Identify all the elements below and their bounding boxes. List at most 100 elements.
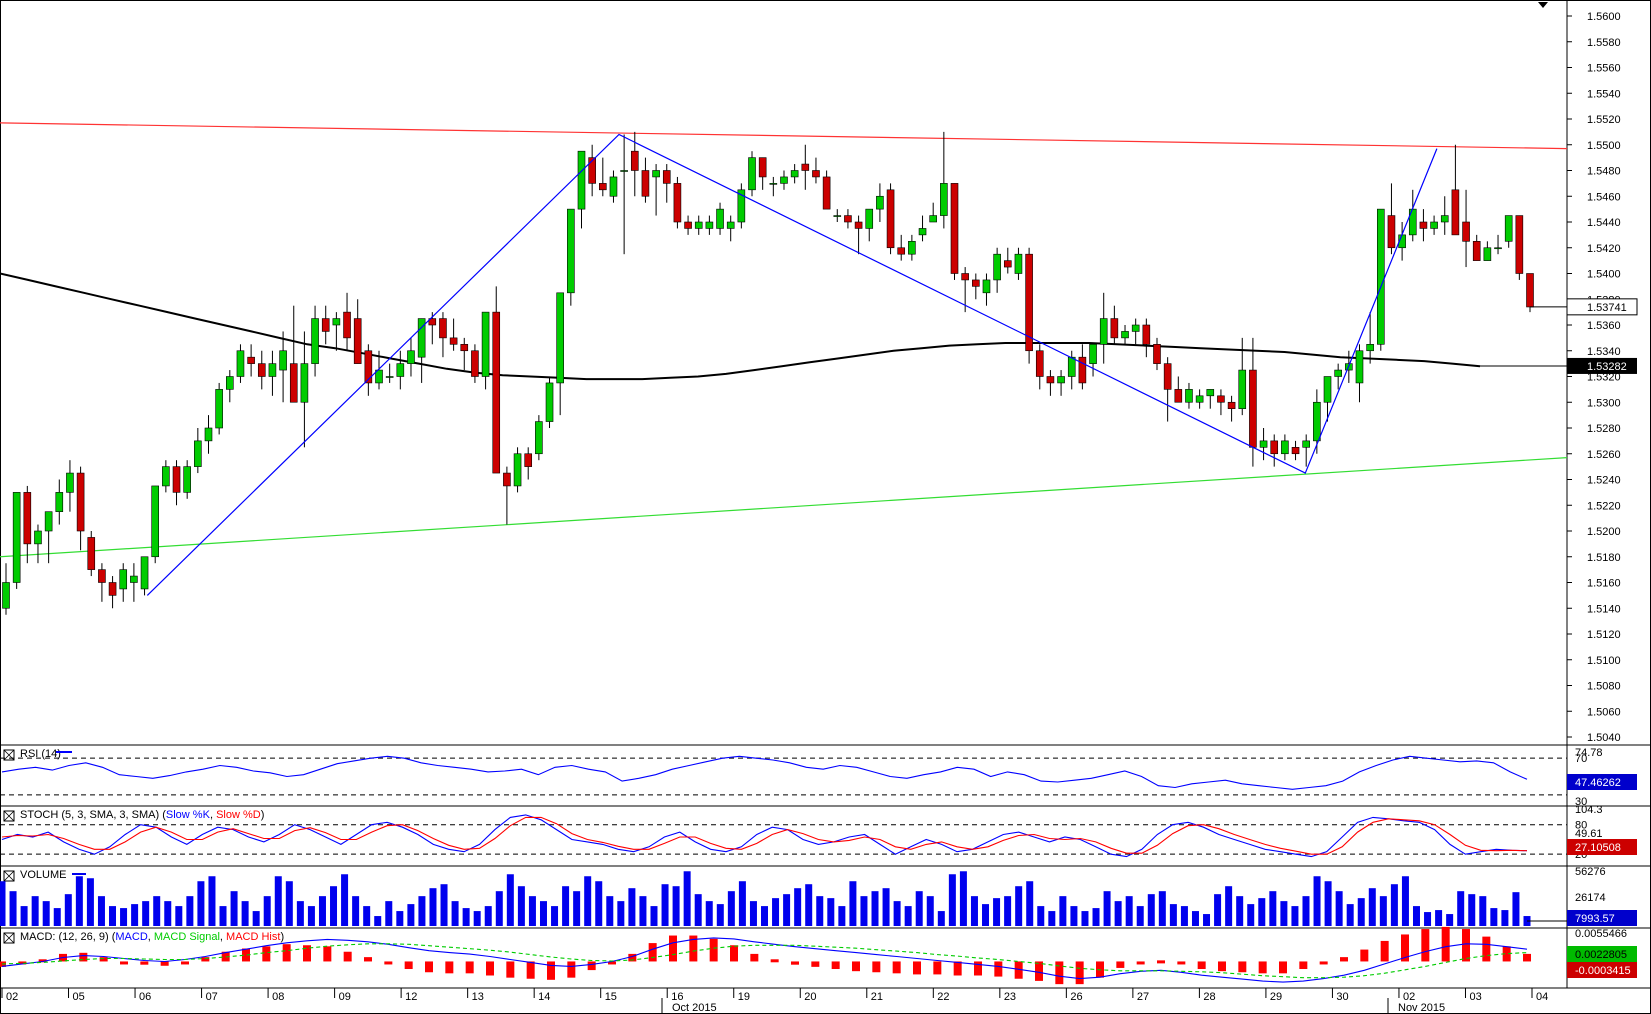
volume-bar (64, 894, 72, 926)
candle (1078, 344, 1087, 390)
volume-bar (1081, 911, 1089, 926)
candle (705, 215, 714, 235)
candle (407, 337, 415, 377)
candle (34, 524, 42, 564)
volume-bar (1457, 891, 1465, 926)
last-price-label: 1.53741 (1587, 302, 1627, 314)
candle (599, 157, 607, 197)
bear-candle (1419, 221, 1428, 229)
macd-hist-bar (974, 961, 982, 976)
candle (1035, 344, 1044, 390)
volume-bar (230, 891, 238, 926)
macd-hist-bar (120, 961, 128, 965)
bull-candle (162, 466, 170, 487)
bull-candle (908, 241, 916, 255)
day-label: 26 (1070, 991, 1082, 1003)
bull-candle (385, 376, 394, 378)
candle (1163, 357, 1172, 422)
volume-bar (783, 894, 791, 926)
bull-candle (332, 318, 341, 326)
bull-candle (609, 176, 618, 197)
candle (524, 447, 533, 480)
bull-candle (929, 215, 937, 223)
volume-bar (959, 871, 967, 926)
candle (503, 466, 511, 525)
volume-bar (1401, 876, 1409, 926)
stoch-current-label: 27.10508 (1575, 842, 1621, 854)
day-label: 06 (139, 991, 151, 1003)
bear-candle (1227, 401, 1236, 409)
volume-bar (86, 878, 94, 926)
candle (460, 337, 469, 371)
bull-candle (748, 157, 756, 191)
candle (1217, 389, 1225, 416)
macd-hist-bar (1157, 960, 1165, 964)
bull-candle (34, 530, 42, 545)
bear-candle (1163, 363, 1172, 390)
volume-bar (109, 906, 117, 926)
bear-candle (439, 318, 447, 339)
volume-bar (363, 906, 371, 926)
candle (1440, 196, 1449, 235)
volume-bar (75, 876, 83, 926)
candle (748, 151, 756, 197)
bull-candle (620, 170, 628, 172)
zigzag-pattern (146, 133, 1438, 596)
candle (1142, 318, 1151, 358)
macd-hist-bar (1075, 961, 1084, 985)
volume-bar (1004, 896, 1012, 926)
volume-bar (1468, 894, 1476, 926)
volume-bar (1169, 904, 1177, 926)
volume-bar (562, 886, 570, 926)
month-label: Oct 2015 (672, 1002, 717, 1014)
volume-bar (97, 896, 105, 926)
bull-candle (982, 279, 991, 294)
volume-bar (1247, 904, 1255, 926)
price-tick-label: 1.5560 (1587, 63, 1621, 75)
bull-candle (545, 382, 554, 422)
bull-candle (279, 350, 287, 371)
day-label: 07 (206, 991, 218, 1003)
candle (1046, 370, 1055, 396)
macd-hist-bar (1441, 926, 1450, 962)
bear-candle (492, 311, 501, 474)
volume-bar (120, 908, 128, 926)
bear-candle (289, 363, 298, 403)
rsi-top-label: 74.78 (1575, 747, 1603, 759)
bull-candle (1440, 215, 1449, 223)
candle (822, 170, 831, 210)
candle (1099, 292, 1108, 364)
candle (449, 318, 458, 351)
bear-candle (172, 466, 181, 493)
volume-bar (1258, 898, 1266, 926)
candle (854, 215, 863, 255)
bull-candle (268, 363, 277, 377)
bull-candle (44, 511, 53, 532)
volume-bar (318, 896, 326, 926)
candle (343, 292, 351, 351)
bear-candle (428, 318, 437, 326)
day-label: 12 (405, 991, 417, 1003)
volume-bar (1280, 901, 1288, 926)
volume-bar (341, 874, 349, 926)
bull-candle (1366, 344, 1374, 352)
bull-candle (876, 195, 884, 210)
bear-candle (641, 170, 650, 197)
macd-hist-label: -0.0003415 (1575, 965, 1631, 977)
macd-hist-bar (140, 961, 149, 965)
candle (1014, 247, 1023, 280)
macd-hist-bar (669, 935, 677, 962)
candle (993, 247, 1001, 293)
candle (215, 382, 223, 435)
macd-hist-bar (1319, 961, 1328, 965)
bear-candle (503, 472, 511, 487)
macd-hist-bar (1401, 934, 1409, 962)
macd-hist-bar (1014, 961, 1023, 979)
volume-bar (1291, 906, 1299, 926)
bear-candle (1515, 215, 1524, 274)
candle (481, 311, 490, 390)
macd-hist-bar (933, 961, 942, 975)
macd-hist-bar (628, 953, 637, 962)
bear-candle (1153, 344, 1161, 364)
